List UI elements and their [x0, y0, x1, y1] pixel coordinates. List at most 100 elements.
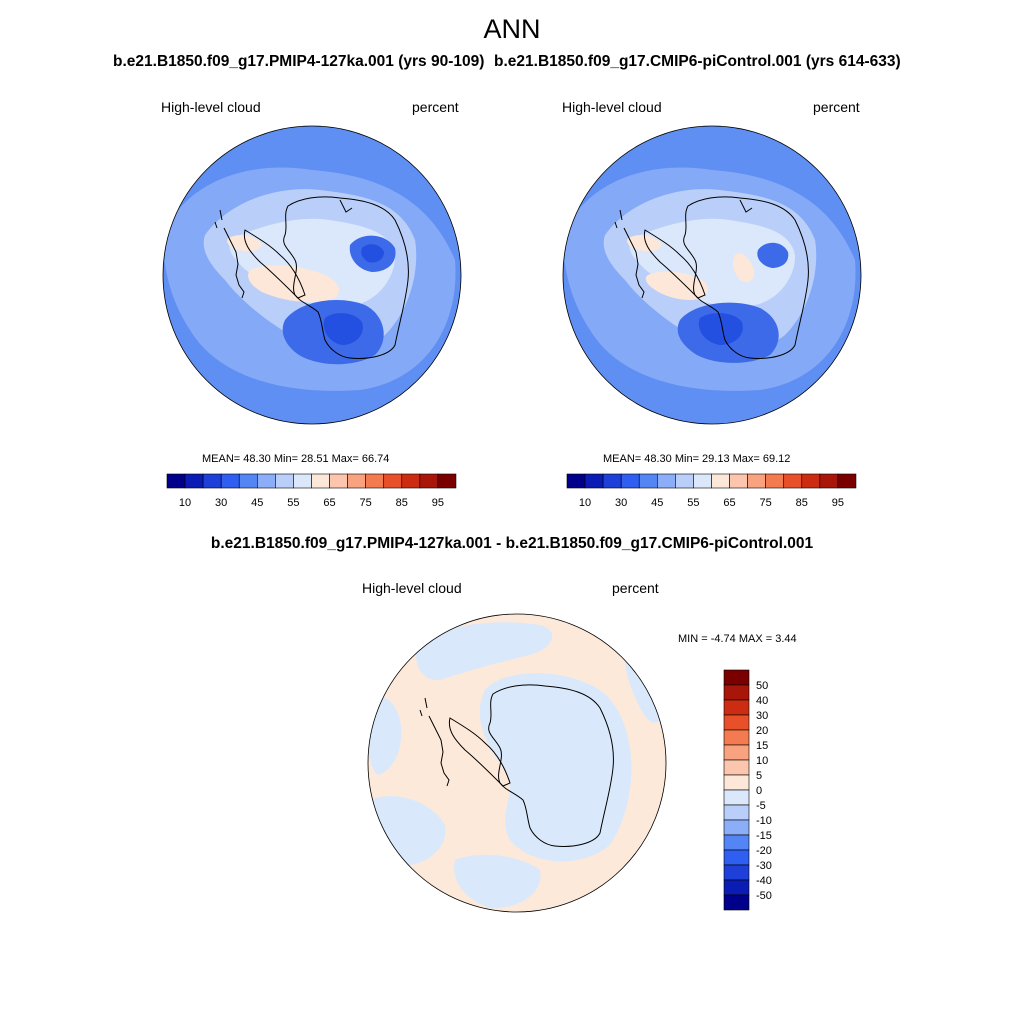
- colorbar-difference-tick-label: -40: [756, 875, 772, 887]
- colorbar-pmip4-cell: [184, 473, 204, 489]
- colorbar-pmip4-cell: [437, 473, 457, 489]
- colorbar-picontrol-cell: [819, 473, 839, 489]
- colorbar-picontrol-tick-label: 65: [723, 497, 735, 509]
- colorbar-difference-tick-label: -15: [756, 830, 772, 842]
- panel-title-picontrol: b.e21.B1850.f09_g17.CMIP6-piControl.001 …: [494, 53, 901, 70]
- colorbar-pmip4-tick-label: 55: [287, 497, 299, 509]
- colorbar-difference-tick-label: 10: [756, 755, 768, 767]
- colorbar-difference-cell: [723, 894, 750, 911]
- map-difference-negative-main: [479, 673, 632, 862]
- colorbar-pmip4-tick-label: 10: [179, 497, 191, 509]
- units-label-difference: percent: [612, 580, 659, 596]
- colorbar-picontrol-cell: [620, 473, 640, 489]
- colorbar-picontrol-cell: [675, 473, 694, 489]
- colorbar-pmip4-cell: [401, 473, 421, 489]
- page-title: ANN: [483, 14, 541, 44]
- colorbar-picontrol-cell: [747, 473, 766, 489]
- stats-difference: MIN = -4.74 MAX = 3.44: [678, 633, 797, 645]
- colorbar-difference-tick-label: -5: [756, 800, 766, 812]
- colorbar-pmip4-cell: [311, 473, 330, 489]
- map-pmip4-border: [162, 125, 462, 425]
- colorbar-picontrol-cell: [837, 473, 857, 489]
- colorbar-pmip4-cell: [365, 473, 385, 489]
- colorbar-picontrol-cell: [566, 473, 586, 489]
- colorbar-picontrol-tick-label: 30: [615, 497, 627, 509]
- colorbar-picontrol-tick-label: 75: [760, 497, 772, 509]
- colorbar-pmip4-cell: [347, 473, 366, 489]
- colorbar-pmip4-tick-label: 85: [396, 497, 408, 509]
- variable-label-picontrol: High-level cloud: [562, 99, 662, 115]
- colorbar-picontrol-cell: [765, 473, 785, 489]
- units-label-picontrol: percent: [813, 99, 860, 115]
- colorbar-difference-tick-label: 30: [756, 710, 768, 722]
- map-picontrol-low-east: [757, 242, 789, 268]
- colorbar-picontrol-cell: [693, 473, 712, 489]
- map-difference: [368, 614, 666, 912]
- colorbar-difference-cell: [723, 759, 750, 776]
- colorbar-pmip4-cell: [293, 473, 312, 489]
- map-pmip4-low-ross-core: [323, 313, 363, 345]
- map-pmip4-region-65b: [227, 235, 262, 252]
- colorbar-difference-cell: [723, 744, 750, 761]
- colorbar-picontrol-tick-label: 10: [579, 497, 591, 509]
- colorbar-difference-tick-label: 40: [756, 695, 768, 707]
- colorbar-picontrol-cell: [656, 473, 676, 489]
- map-picontrol: [563, 126, 861, 424]
- stats-picontrol: MEAN= 48.30 Min= 29.13 Max= 69.12: [603, 453, 791, 465]
- colorbar-picontrol: 10 30 45 55 65 75 85 95: [566, 473, 857, 509]
- map-difference-border: [367, 613, 667, 913]
- colorbar-difference-cell: [723, 834, 750, 851]
- stats-pmip4: MEAN= 48.30 Min= 28.51 Max= 66.74: [202, 453, 390, 465]
- map-picontrol-region-65c: [627, 235, 662, 252]
- colorbar-pmip4-cell: [166, 473, 186, 489]
- colorbar-pmip4-cell: [275, 473, 294, 489]
- colorbar-difference-cell: [723, 669, 750, 686]
- colorbar-difference-tick-label: -30: [756, 860, 772, 872]
- variable-label-pmip4: High-level cloud: [161, 99, 261, 115]
- colorbar-picontrol-cell: [638, 473, 658, 489]
- colorbar-pmip4-cell: [383, 473, 403, 489]
- colorbar-difference-tick-label: 5: [756, 770, 762, 782]
- colorbar-difference-cell: [723, 819, 750, 836]
- colorbar-pmip4-cell: [238, 473, 258, 489]
- map-pmip4-low-east-core: [361, 244, 384, 263]
- colorbar-difference-cell: [723, 789, 750, 806]
- colorbar-pmip4-tick-label: 30: [215, 497, 227, 509]
- colorbar-difference-tick-label: -20: [756, 845, 772, 857]
- colorbar-picontrol-cell: [602, 473, 622, 489]
- colorbar-pmip4-tick-label: 75: [360, 497, 372, 509]
- colorbar-pmip4-cell: [202, 473, 222, 489]
- colorbar-picontrol-cell: [783, 473, 803, 489]
- colorbar-difference-cell: [723, 774, 750, 791]
- colorbar-picontrol-tick-label: 45: [651, 497, 663, 509]
- colorbar-pmip4-cell: [220, 473, 240, 489]
- map-difference-negative-south: [454, 854, 541, 909]
- colorbar-difference-cell: [723, 864, 750, 881]
- colorbar-difference-cell: [723, 729, 750, 746]
- colorbar-difference-cell: [723, 699, 750, 716]
- variable-label-difference: High-level cloud: [362, 580, 462, 596]
- map-pmip4: [163, 126, 461, 424]
- map-picontrol-low-ross-core: [698, 313, 743, 345]
- colorbar-difference-cell: [723, 849, 750, 866]
- map-picontrol-border: [562, 125, 862, 425]
- colorbar-pmip4-tick-label: 45: [251, 497, 263, 509]
- colorbar-picontrol-cell: [711, 473, 730, 489]
- colorbar-difference-tick-label: -10: [756, 815, 772, 827]
- colorbar-picontrol-cell: [801, 473, 821, 489]
- colorbar-picontrol-tick-label: 55: [687, 497, 699, 509]
- diff-panel-title: b.e21.B1850.f09_g17.PMIP4-127ka.001 - b.…: [210, 535, 814, 552]
- colorbar-pmip4-cell: [419, 473, 439, 489]
- colorbar-pmip4-cell: [256, 473, 276, 489]
- map-difference-negative-nw: [416, 622, 553, 681]
- colorbar-difference-cell: [723, 804, 750, 821]
- colorbar-difference-cell: [723, 714, 750, 731]
- colorbar-difference-tick-label: 50: [756, 680, 768, 692]
- colorbar-picontrol-tick-label: 85: [796, 497, 808, 509]
- colorbar-picontrol-cell: [584, 473, 604, 489]
- map-picontrol-region-65b: [732, 253, 755, 282]
- colorbar-difference-tick-label: -50: [756, 890, 772, 902]
- panel-title-pmip4: b.e21.B1850.f09_g17.PMIP4-127ka.001 (yrs…: [113, 53, 485, 70]
